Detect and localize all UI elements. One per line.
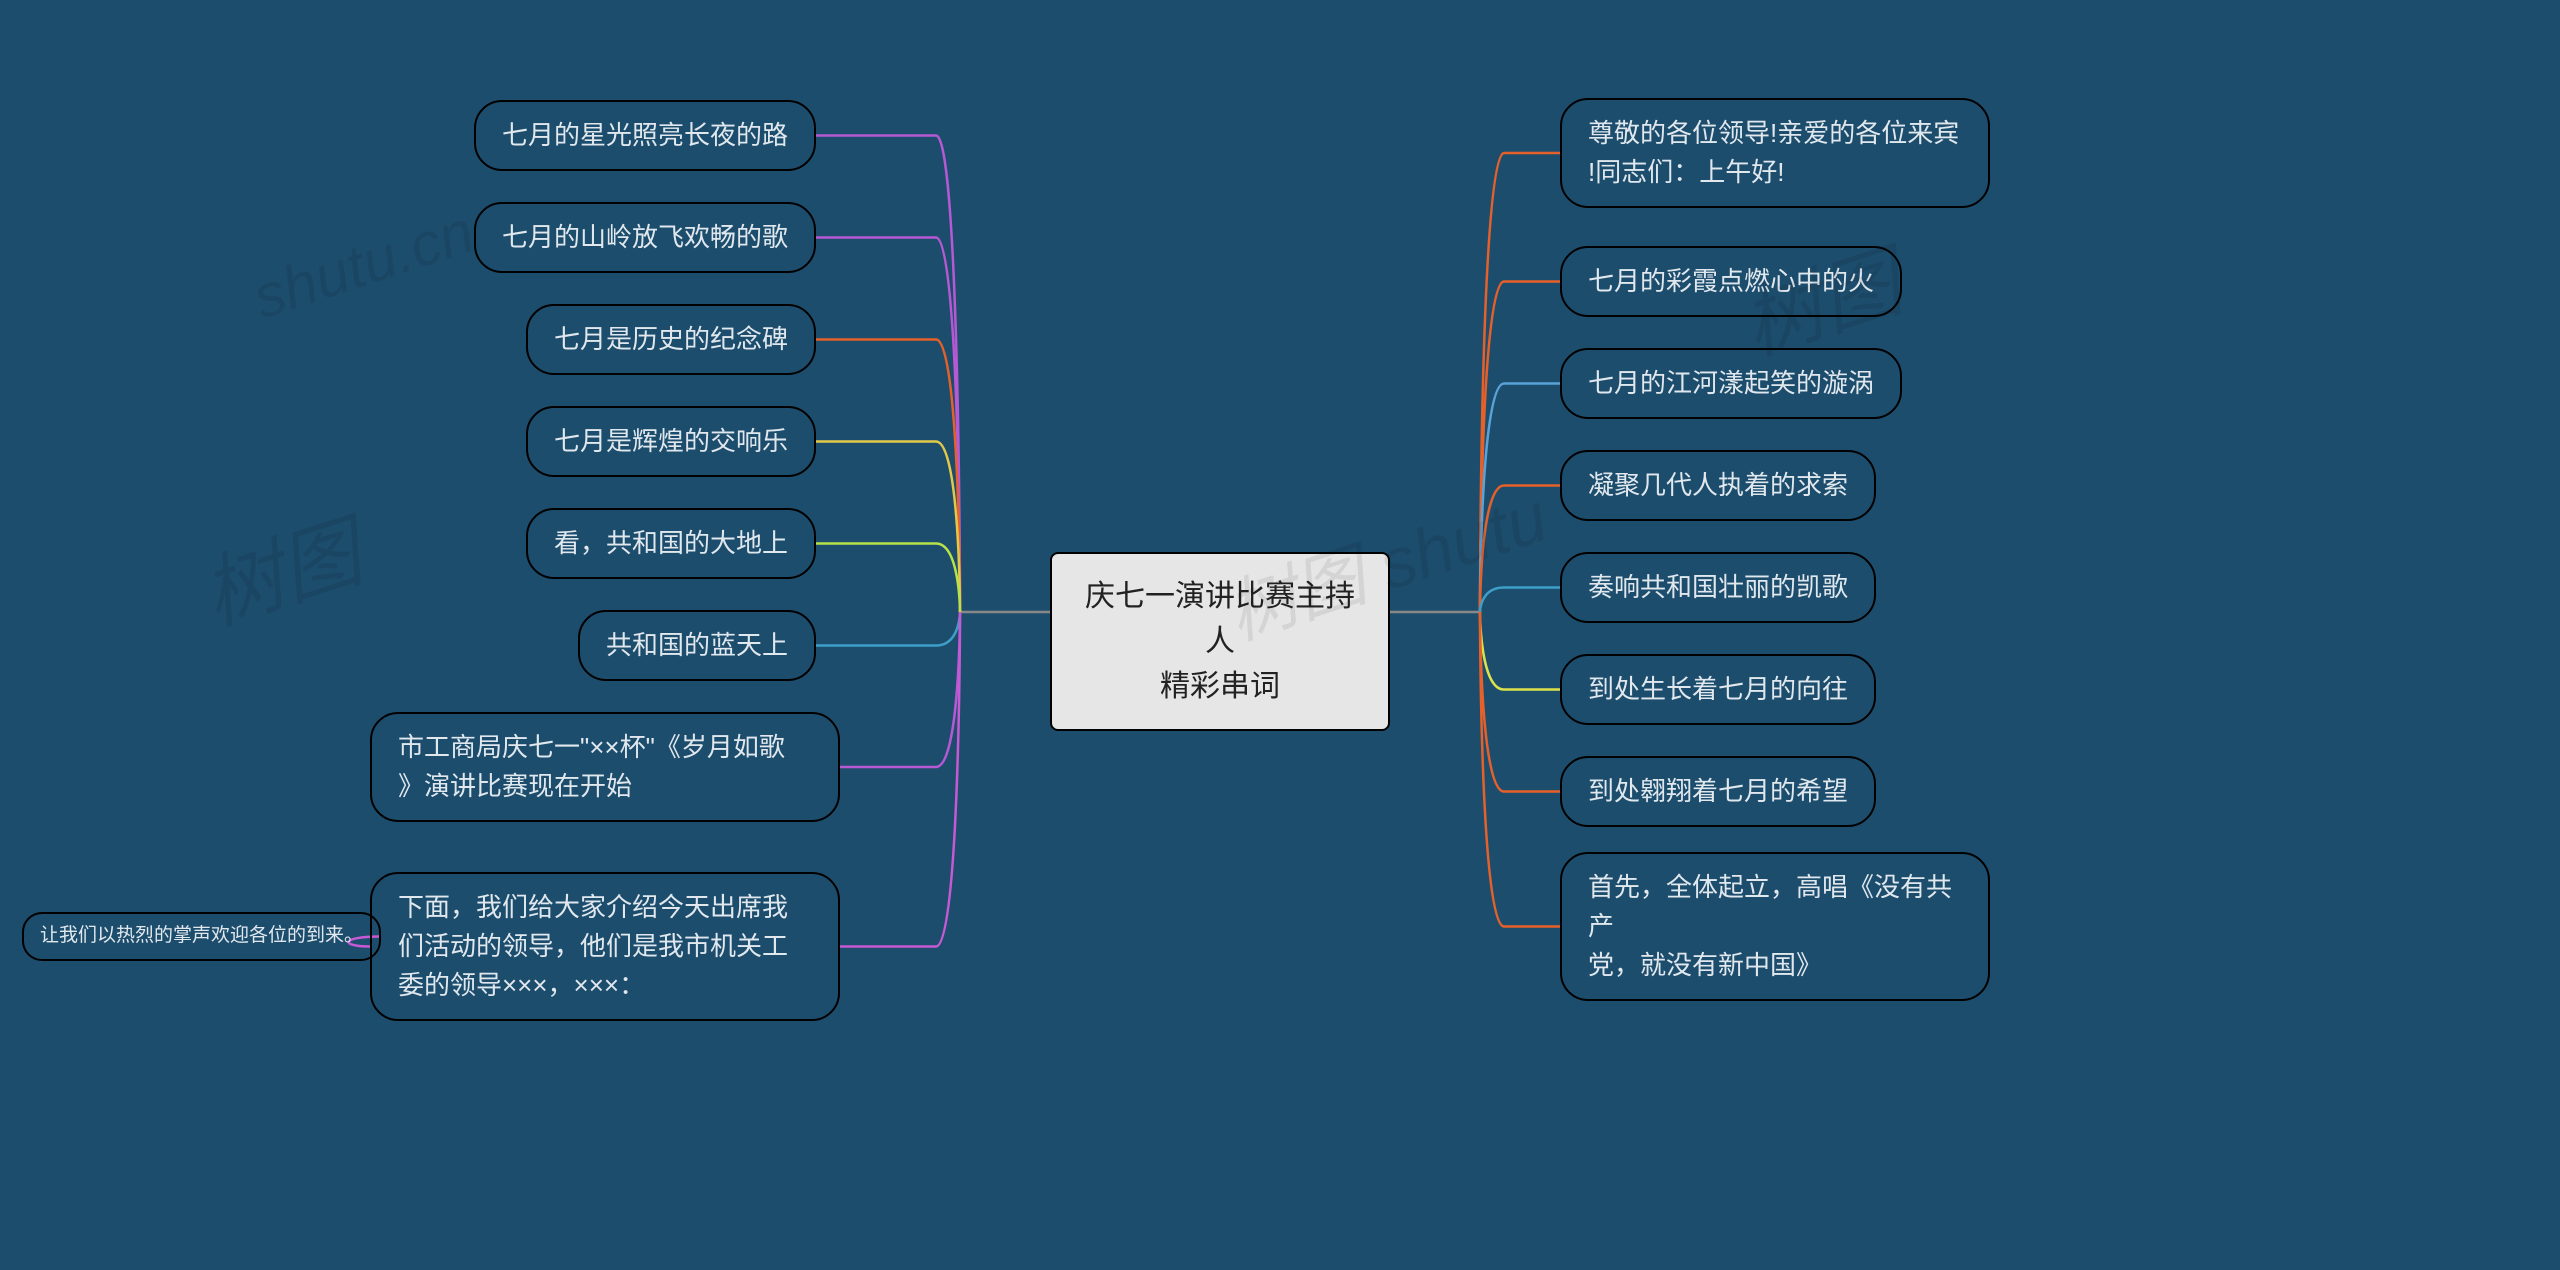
mindmap-center: 庆七一演讲比赛主持人精彩串词 [1050, 552, 1390, 731]
mindmap-right-node-3: 凝聚几代人执着的求索 [1560, 450, 1876, 521]
mindmap-left-node-1: 七月的山岭放飞欢畅的歌 [474, 202, 816, 273]
mindmap-right-node-0: 尊敬的各位领导!亲爱的各位来宾!同志们：上午好! [1560, 98, 1990, 208]
mindmap-right-node-6: 到处翱翔着七月的希望 [1560, 756, 1876, 827]
mindmap-left-node-0: 七月的星光照亮长夜的路 [474, 100, 816, 171]
mindmap-left-node-7: 下面，我们给大家介绍今天出席我们活动的领导，他们是我市机关工委的领导×××，××… [370, 872, 840, 1021]
mindmap-left-node-2: 七月是历史的纪念碑 [526, 304, 816, 375]
mindmap-right-node-5: 到处生长着七月的向往 [1560, 654, 1876, 725]
mindmap-left-node-5: 共和国的蓝天上 [578, 610, 816, 681]
mindmap-right-node-2: 七月的江河漾起笑的漩涡 [1560, 348, 1902, 419]
mindmap-left-node-3: 七月是辉煌的交响乐 [526, 406, 816, 477]
mindmap-right-node-7: 首先，全体起立，高唱《没有共产党，就没有新中国》 [1560, 852, 1990, 1001]
mindmap-right-node-1: 七月的彩霞点燃心中的火 [1560, 246, 1902, 317]
mindmap-left-node-6: 市工商局庆七一"××杯"《岁月如歌》演讲比赛现在开始 [370, 712, 840, 822]
mindmap-right-node-4: 奏响共和国壮丽的凯歌 [1560, 552, 1876, 623]
mindmap-left-subnode: 让我们以热烈的掌声欢迎各位的到来。 [22, 912, 381, 961]
mindmap-left-node-4: 看，共和国的大地上 [526, 508, 816, 579]
